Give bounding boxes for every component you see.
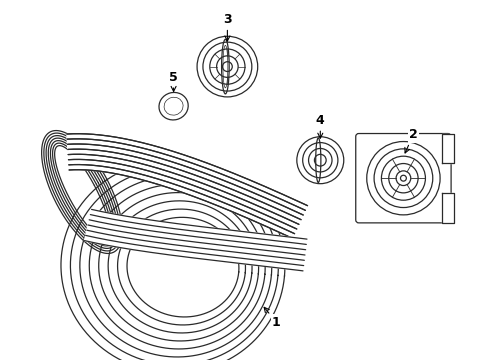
Polygon shape	[55, 147, 108, 238]
Polygon shape	[441, 134, 453, 163]
Polygon shape	[67, 134, 307, 238]
Ellipse shape	[159, 93, 188, 120]
Polygon shape	[441, 193, 453, 223]
Text: 5: 5	[169, 71, 178, 91]
Polygon shape	[129, 219, 237, 315]
FancyBboxPatch shape	[355, 134, 450, 223]
Text: 3: 3	[223, 13, 231, 41]
Text: 2: 2	[404, 129, 417, 153]
Text: 1: 1	[264, 307, 280, 329]
Ellipse shape	[221, 39, 229, 94]
Ellipse shape	[315, 138, 320, 183]
Polygon shape	[84, 210, 306, 271]
Text: 4: 4	[315, 114, 324, 138]
